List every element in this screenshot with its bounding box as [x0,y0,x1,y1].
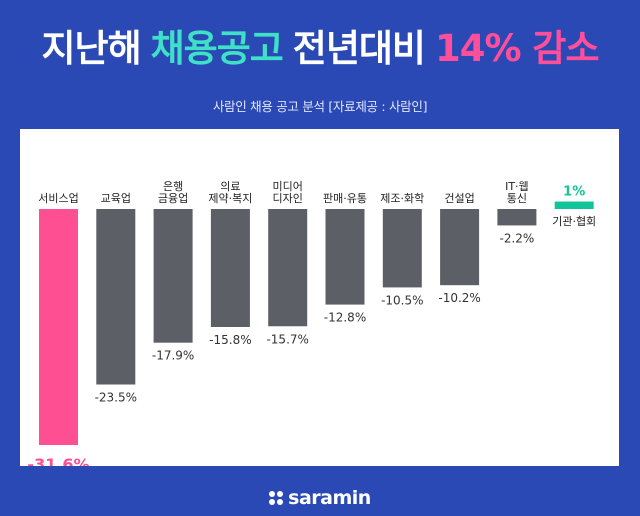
bar-6 [382,209,422,288]
bar-0 [39,209,78,445]
category-label-4-line-1: 디자인 [273,192,303,205]
category-label-5: 판매·유통 [323,192,367,205]
saramin-logo-icon [269,491,284,505]
category-label-1: 교육업 [101,192,131,205]
chart-subtitle: 사람인 채용 공고 분석 [자료제공 : 사람인] [212,99,428,114]
value-label-2: -17.9% [152,349,194,363]
chart-title: 지난해 채용공고 전년대비 14% 감소 [0,18,640,72]
category-label-7: 건설업 [444,192,474,205]
saramin-logo-text: saramin [288,487,371,509]
title-part-3: 전년대비 [292,27,426,70]
footer: saramin [0,485,640,511]
value-label-6: -10.5% [381,293,423,307]
category-label-2-line-1: 금융업 [158,192,188,205]
bar-2 [153,209,193,343]
value-label-7: -10.2% [438,291,480,305]
chart-panel: 서비스업 -31.6% 교육업 -23.5% 은행 금융업 -17.9% 의료 제약·복지 -15… [20,129,619,466]
value-label-1: -23.5% [95,391,137,405]
category-label-8-line-0: IT·웹 [505,180,529,193]
category-label-8-line-1: 통신 [507,192,527,205]
category-label-0: 서비스업 [38,192,78,205]
value-label-5: -12.8% [324,311,366,325]
bar-3 [210,209,250,327]
category-label-6: 제조·화학 [380,192,424,205]
value-label-9: 1% [563,185,585,200]
value-label-4: -15.7% [266,332,308,346]
bar-4 [268,209,308,327]
title-part-4: 14% 감소 [434,27,600,70]
value-label-0: -31.6% [27,455,89,466]
bar-8 [497,209,537,226]
value-label-8: -2.2% [499,231,534,245]
bar-1 [96,209,136,385]
category-label-3-line-1: 제약·복지 [208,191,252,205]
category-label-2-line-0: 은행 [163,180,183,193]
title-part-2: 채용공고 [150,27,284,70]
category-label-3-line-0: 의료 [220,180,240,193]
value-label-3: -15.8% [209,333,251,347]
bar-9 [554,201,594,209]
category-label-4-line-0: 미디어 [273,180,303,193]
bar-5 [325,209,365,305]
category-label-9: 기관·협회 [552,215,596,228]
bar-7 [440,209,480,286]
title-part-1: 지난해 [41,27,142,70]
